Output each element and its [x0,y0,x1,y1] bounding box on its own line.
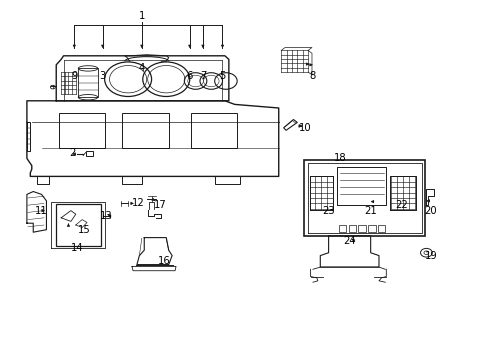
Bar [367,225,375,232]
Text: 2: 2 [69,148,76,158]
Text: 1: 1 [138,11,145,21]
Text: 17: 17 [154,200,166,210]
Text: 19: 19 [424,251,437,261]
Bar [122,113,168,148]
Bar [56,204,101,246]
Text: 7: 7 [199,71,206,81]
Bar [59,113,105,148]
Bar [338,225,346,232]
Bar [304,160,425,236]
Text: 4: 4 [139,63,144,73]
Text: 3: 3 [100,71,105,81]
Bar [358,225,365,232]
Text: 21: 21 [363,206,376,216]
Bar [348,225,355,232]
Text: 13: 13 [100,211,113,221]
Text: 6: 6 [186,71,193,81]
Bar [85,151,93,156]
Text: 9: 9 [71,71,78,81]
Bar [377,225,385,232]
Text: 8: 8 [309,71,315,81]
Text: 11: 11 [35,206,48,216]
Text: 23: 23 [322,206,334,216]
Text: 5: 5 [219,71,225,81]
Text: 18: 18 [333,153,346,163]
Text: 24: 24 [343,236,355,246]
Text: 14: 14 [70,243,83,253]
Text: 12: 12 [131,198,144,208]
Text: 22: 22 [395,200,407,210]
Text: 10: 10 [299,123,311,133]
Text: 15: 15 [78,225,90,235]
Text: 16: 16 [157,256,170,266]
Text: 20: 20 [423,206,436,216]
Bar [190,113,237,148]
